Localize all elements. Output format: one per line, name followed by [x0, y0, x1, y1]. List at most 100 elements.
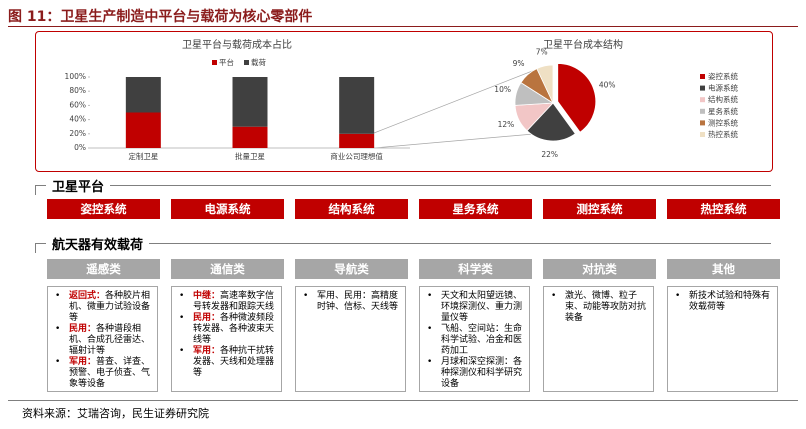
- data-label: 9%: [513, 59, 525, 68]
- x-tick-label: 商业公司理想值: [330, 151, 383, 161]
- payload-item: 军用、民用：高精度时钟、信标、天线等: [300, 291, 402, 313]
- legend-swatch: [700, 85, 705, 91]
- section-rule: [35, 185, 36, 195]
- payload-item: 民用：各种谱段相机、合成孔径雷达、辐射计等: [52, 324, 154, 357]
- item-label: 返回式：: [69, 291, 106, 301]
- data-label: 7%: [536, 47, 548, 56]
- payload-category: 对抗类: [543, 259, 656, 279]
- payload-item: 天文和太阳望远镜、环境探测仪、重力测量仪等: [424, 291, 526, 324]
- legend-label: 热控系统: [708, 129, 738, 139]
- payload-list: 返回式：各种胶片相机、微重力试验设备等民用：各种谱段相机、合成孔径雷达、辐射计等…: [47, 286, 158, 392]
- legend-label: 姿控系统: [708, 71, 738, 81]
- bar-segment: [339, 133, 375, 148]
- payload-list: 新技术试验和特殊有效载荷等: [667, 286, 778, 392]
- y-tick-label: 60%: [69, 100, 86, 109]
- y-tick-label: 40%: [69, 115, 86, 124]
- item-label: 民用：: [193, 313, 221, 323]
- data-label: 40%: [599, 80, 616, 89]
- chart-title: 卫星平台与载荷成本占比: [182, 38, 292, 51]
- item-text: 军用、民用：高精度时钟、信标、天线等: [317, 291, 399, 312]
- data-label: 12%: [498, 120, 515, 129]
- payload-item: 军用：各种抗干扰转发器、天线和处理器等: [176, 346, 278, 379]
- payload-item: 新技术试验和特殊有效载荷等: [672, 291, 774, 313]
- legend-swatch: [700, 108, 705, 114]
- section-title: 卫星平台: [46, 176, 111, 195]
- item-text: 激光、微博、粒子束、动能等攻防对抗装备: [565, 291, 647, 323]
- source-note: 资料来源：艾瑞咨询，民生证券研究院: [22, 407, 209, 420]
- y-tick-label: 100%: [65, 72, 86, 81]
- bar-segment: [232, 126, 268, 148]
- payload-list: 中继：高速率数字信号转发器和跟踪天线民用：各种微波频段转发器、各种波束天线等军用…: [171, 286, 282, 392]
- payload-item: 激光、微博、粒子束、动能等攻防对抗装备: [548, 291, 650, 324]
- data-label: 10%: [494, 85, 511, 94]
- chart-frame: [35, 31, 773, 172]
- payload-list: 激光、微博、粒子束、动能等攻防对抗装备: [543, 286, 654, 392]
- section-rule: [35, 243, 36, 253]
- y-tick-label: 0%: [74, 143, 86, 152]
- item-text: 天文和太阳望远镜、环境探测仪、重力测量仪等: [441, 291, 523, 323]
- platform-system: 热控系统: [667, 199, 780, 219]
- bar-segment: [232, 77, 268, 127]
- bar-segment: [339, 77, 375, 134]
- platform-system: 结构系统: [295, 199, 408, 219]
- legend-swatch: [700, 132, 705, 137]
- pie-slice: [526, 102, 576, 142]
- item-label: 民用：: [69, 324, 97, 334]
- item-text: 各种微波频段转发器、各种波束天线等: [193, 313, 275, 345]
- footer-rule: [8, 400, 798, 401]
- section-rule: [35, 185, 771, 186]
- figure-title: 图 11：卫星生产制造中平台与载荷为核心零部件: [8, 9, 313, 25]
- item-label: 军用：: [193, 346, 221, 356]
- connector-line: [373, 132, 546, 149]
- payload-list: 军用、民用：高精度时钟、信标、天线等: [295, 286, 406, 392]
- connector-line: [373, 67, 541, 134]
- legend-label: 平台: [219, 57, 234, 67]
- x-tick-label: 批量卫星: [235, 151, 265, 161]
- payload-category: 其他: [667, 259, 780, 279]
- payload-category: 通信类: [171, 259, 284, 279]
- platform-system: 电源系统: [171, 199, 284, 219]
- legend-label: 结构系统: [708, 94, 738, 104]
- payload-item: 返回式：各种胶片相机、微重力试验设备等: [52, 291, 154, 324]
- legend-label: 载荷: [251, 57, 266, 67]
- item-label: 军用：: [69, 357, 97, 367]
- item-label: 中继：: [193, 291, 221, 301]
- payload-item: 飞船、空间站：生命科学试验、冶金和医药加工: [424, 324, 526, 357]
- legend-swatch: [700, 97, 705, 103]
- section-rule: [35, 243, 771, 244]
- pie-slice: [536, 64, 554, 104]
- payload-item: 中继：高速率数字信号转发器和跟踪天线: [176, 291, 278, 313]
- item-text: 月球和深空探测：各种探测仪和科学研究设备: [441, 357, 523, 389]
- y-tick-label: 20%: [69, 129, 86, 138]
- item-text: 各种胶片相机、微重力试验设备等: [69, 291, 151, 323]
- payload-category: 科学类: [419, 259, 532, 279]
- bar-segment: [125, 77, 161, 113]
- payload-item: 民用：各种微波频段转发器、各种波束天线等: [176, 313, 278, 346]
- legend-swatch: [212, 60, 217, 65]
- platform-system: 测控系统: [543, 199, 656, 219]
- bar-segment: [125, 112, 161, 148]
- pie-slice: [557, 63, 597, 133]
- platform-system: 星务系统: [419, 199, 532, 219]
- platform-system: 姿控系统: [47, 199, 160, 219]
- payload-category: 遥感类: [47, 259, 160, 279]
- item-text: 新技术试验和特殊有效载荷等: [689, 291, 771, 312]
- title-rule: [8, 26, 798, 27]
- item-text: 各种谱段相机、合成孔径雷达、辐射计等: [69, 324, 151, 356]
- legend-swatch: [244, 60, 249, 65]
- x-tick-label: 定制卫星: [128, 151, 158, 161]
- y-tick-label: 80%: [69, 86, 86, 95]
- legend-swatch: [700, 74, 705, 79]
- chart-title: 卫星平台成本结构: [543, 38, 623, 51]
- data-label: 22%: [541, 150, 558, 159]
- payload-item: 月球和深空探测：各种探测仪和科学研究设备: [424, 357, 526, 390]
- item-text: 飞船、空间站：生命科学试验、冶金和医药加工: [441, 324, 523, 356]
- payload-list: 天文和太阳望远镜、环境探测仪、重力测量仪等飞船、空间站：生命科学试验、冶金和医药…: [419, 286, 530, 392]
- legend-swatch: [700, 120, 705, 126]
- payload-item: 军用：普查、详查、预警、电子侦查、气象等设备: [52, 357, 154, 390]
- section-title: 航天器有效载荷: [46, 234, 150, 253]
- item-text: 高速率数字信号转发器和跟踪天线: [193, 291, 275, 312]
- item-text: 普查、详查、预警、电子侦查、气象等设备: [69, 357, 151, 389]
